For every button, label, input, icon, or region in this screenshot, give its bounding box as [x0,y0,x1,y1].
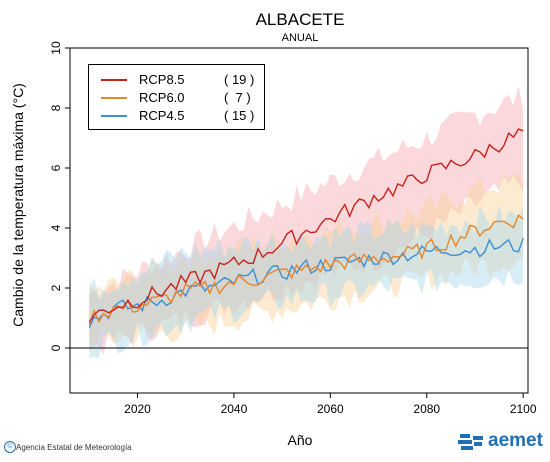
footer-credit: Agencia Estatal de Meteorología [16,443,132,452]
legend-label: RCP4.5 [139,108,185,123]
y-tick-label: 8 [49,104,63,111]
legend-item-rcp60: RCP6.0 ( 7 ) [89,89,264,107]
legend-count: ( 19 ) [224,72,255,87]
y-tick-label: 4 [49,224,63,231]
legend-label: RCP8.5 [139,72,185,87]
y-axis-label: Cambio de la temperatura máxima (°C) [10,83,26,327]
legend-item-rcp45: RCP4.5 ( 15 ) [89,107,264,125]
legend-count: ( 15 ) [224,108,255,123]
chart-subtitle: ANUAL [281,32,319,44]
y-tick-label: 10 [49,41,63,55]
legend-item-rcp85: RCP8.5 ( 19 ) [89,71,264,89]
x-tick-label: 2020 [124,402,151,416]
x-tick-label: 2040 [221,402,248,416]
legend-swatch [101,115,127,117]
chart-title: ALBACETE [255,10,345,29]
series-line-rcp85 [88,128,524,323]
y-tick-label: 6 [49,164,63,171]
x-tick-label: 2080 [413,402,440,416]
band-rcp85 [89,85,524,355]
aemet-logo-icon [458,434,483,450]
legend-swatch [101,97,127,99]
x-tick-label: 2060 [317,402,344,416]
legend-label: RCP6.0 [139,90,185,105]
aemet-logo: aemet [458,430,548,456]
x-axis-label: Año [287,432,313,448]
x-tick-label: 2100 [510,402,537,416]
series-line-rcp45 [88,237,524,328]
plot-frame [69,47,529,394]
y-tick-label: 0 [49,344,63,351]
aemet-logo-text: aemet [488,430,543,451]
copyright-icon: © [4,441,16,453]
legend: RCP8.5 ( 19 ) RCP6.0 ( 7 ) RCP4.5 ( 15 ) [88,64,265,130]
legend-swatch [101,79,127,81]
y-tick-label: 2 [49,284,63,291]
band-rcp45 [89,205,524,359]
legend-count: ( 7 ) [224,90,251,105]
